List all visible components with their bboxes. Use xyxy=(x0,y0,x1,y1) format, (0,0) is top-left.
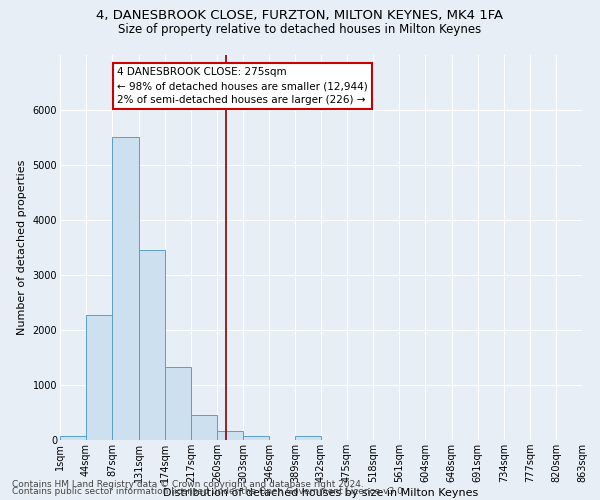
Bar xyxy=(165,368,191,440)
Text: 4, DANESBROOK CLOSE, FURZTON, MILTON KEYNES, MK4 1FA: 4, DANESBROOK CLOSE, FURZTON, MILTON KEY… xyxy=(97,9,503,22)
Bar xyxy=(139,250,165,440)
X-axis label: Distribution of detached houses by size in Milton Keynes: Distribution of detached houses by size … xyxy=(163,488,479,498)
Bar xyxy=(243,436,269,440)
Text: Contains HM Land Registry data © Crown copyright and database right 2024.: Contains HM Land Registry data © Crown c… xyxy=(12,480,364,489)
Bar xyxy=(112,138,139,440)
Text: Contains public sector information licensed under the Open Government Licence v3: Contains public sector information licen… xyxy=(12,487,406,496)
Bar xyxy=(217,431,243,440)
Text: Size of property relative to detached houses in Milton Keynes: Size of property relative to detached ho… xyxy=(118,22,482,36)
Bar xyxy=(86,314,112,440)
Y-axis label: Number of detached properties: Number of detached properties xyxy=(17,160,27,335)
Bar xyxy=(60,436,86,440)
Bar xyxy=(191,414,217,440)
Text: 4 DANESBROOK CLOSE: 275sqm
← 98% of detached houses are smaller (12,944)
2% of s: 4 DANESBROOK CLOSE: 275sqm ← 98% of deta… xyxy=(117,67,368,105)
Bar xyxy=(295,436,321,440)
